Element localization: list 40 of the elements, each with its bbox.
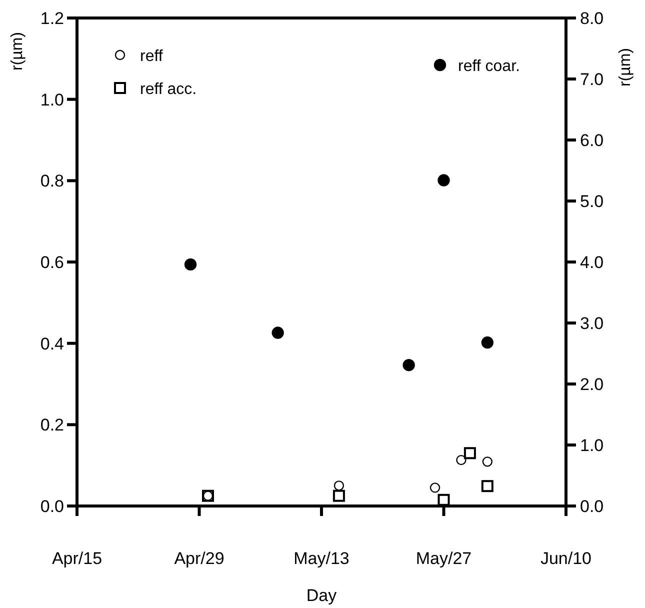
point (438, 494, 450, 506)
y2-tick-label: 4.0 (580, 253, 604, 272)
point (184, 258, 197, 271)
y2-tick-label: 5.0 (580, 192, 604, 211)
point (438, 174, 450, 186)
legend-label: reff (140, 48, 164, 65)
point (430, 482, 440, 493)
point (272, 326, 284, 339)
point (332, 490, 345, 502)
x-tick-label: Apr/29 (174, 549, 224, 568)
y2-axis-title: r(µm) (617, 48, 634, 87)
point (482, 456, 493, 467)
y-tick-label: 0.2 (40, 416, 64, 435)
point (481, 336, 494, 349)
y2-tick-label: 2.0 (580, 375, 604, 394)
x-tick-label: Jun/10 (540, 549, 592, 568)
point (464, 447, 476, 460)
legend-label: reff coar. (458, 58, 520, 75)
point (456, 454, 466, 466)
y-tick-label: 0.8 (40, 172, 64, 191)
y-tick-label: 0.6 (40, 253, 64, 272)
y2-tick-label: 8.0 (580, 9, 604, 28)
legend-label: reff acc. (140, 81, 197, 98)
x-axis-title: Day (306, 586, 338, 605)
y-tick-label: 0.0 (40, 497, 64, 516)
y2-tick-label: 7.0 (580, 70, 604, 89)
y2-tick-label: 0.0 (580, 497, 604, 516)
point (334, 480, 344, 491)
x-tick-label: Apr/15 (52, 549, 102, 568)
y-tick-label: 1.2 (40, 9, 64, 28)
y2-tick-label: 1.0 (580, 436, 604, 455)
y2-tick-label: 3.0 (580, 314, 604, 333)
x-tick-label: May/27 (416, 549, 472, 568)
y-tick-label: 1.0 (40, 90, 64, 110)
point (481, 480, 494, 492)
y-tick-label: 0.4 (40, 334, 64, 354)
y2-tick-label: 6.0 (580, 131, 604, 150)
x-tick-label: May/13 (294, 549, 350, 568)
point (402, 358, 415, 372)
y-axis-title: r(µm) (9, 32, 26, 71)
